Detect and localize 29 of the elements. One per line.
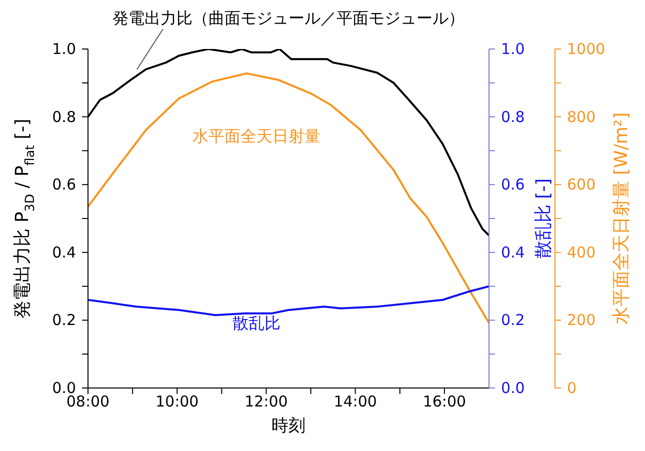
- y2-tick-label: 0.4: [501, 243, 525, 262]
- y3-tick-label: 800: [567, 108, 596, 126]
- x-tick-label: 12:00: [244, 392, 288, 411]
- series-label: 散乱比: [232, 313, 280, 334]
- y-tick-label: 0.2: [52, 311, 76, 330]
- y3-tick-label: 200: [567, 311, 596, 330]
- line-series: [88, 285, 489, 316]
- y3-tick-label: 0: [567, 379, 577, 397]
- y3-tick-label: 600: [567, 176, 596, 194]
- y2-tick-label: 0.0: [501, 379, 525, 397]
- text: 発電出力比（曲面モジュール／平面モジュール）: [112, 8, 464, 30]
- x-tick-label: 08:00: [66, 392, 110, 411]
- y3-tick-label: 400: [567, 243, 596, 262]
- x-tick-label: 14:00: [334, 392, 377, 411]
- y-tick-label: 0.8: [52, 108, 76, 126]
- x-axis-title: 時刻: [272, 416, 306, 436]
- y2-tick-label: 0.2: [501, 311, 525, 330]
- y2-axis-title: 散乱比 [-]: [532, 178, 554, 259]
- y2-tick-label: 1.0: [501, 40, 525, 58]
- y-tick-label: 0.6: [52, 176, 76, 194]
- y2-tick-label: 0.8: [501, 108, 525, 126]
- series-label: 水平面全天日射量: [192, 126, 320, 148]
- x-tick-label: 10:00: [155, 392, 199, 411]
- y3-axis-title: 水平面全天日射量 [W/m²]: [610, 112, 632, 325]
- y3-tick-label: 1000: [567, 40, 606, 58]
- y-tick-label: 0.4: [52, 243, 76, 262]
- y2-tick-label: 0.6: [501, 176, 525, 194]
- x-tick-label: 16:00: [422, 392, 466, 411]
- y-tick-label: 1.0: [52, 40, 76, 58]
